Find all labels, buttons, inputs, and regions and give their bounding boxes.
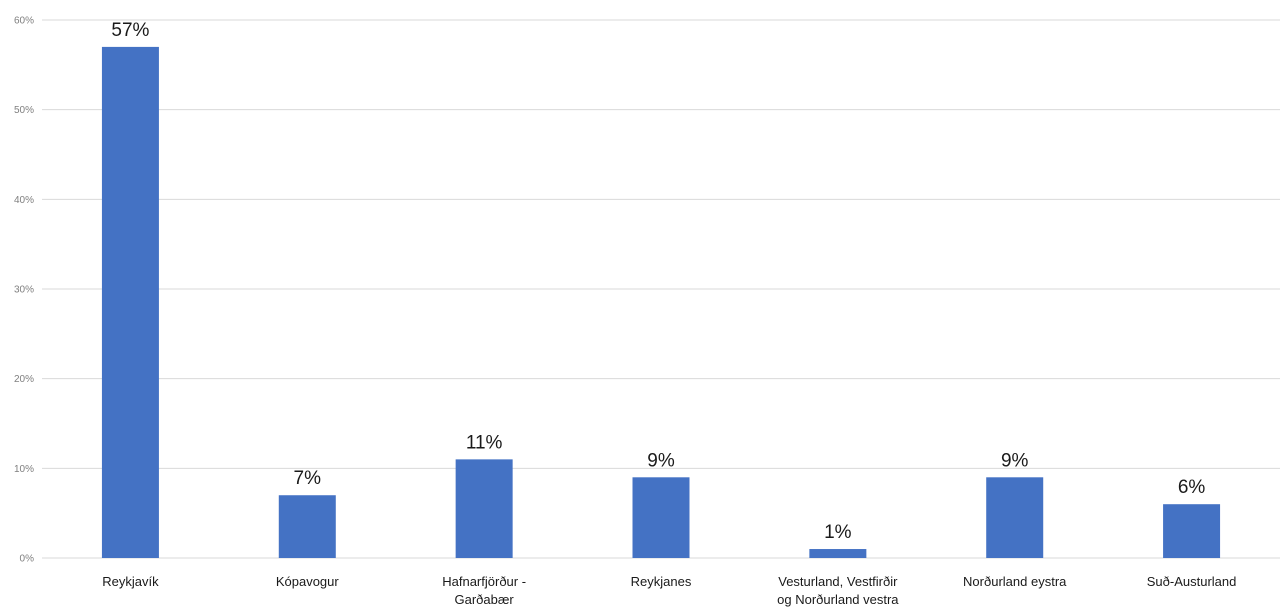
y-tick-label: 0% [20, 554, 35, 565]
bar [278, 495, 336, 558]
data-labels: 57% 7% 11% 9% 1% 9% 6% [111, 20, 1205, 543]
data-label: 57% [111, 20, 149, 41]
bar [809, 549, 867, 558]
bar [632, 477, 690, 558]
x-tick-label: Reykjavík [102, 574, 159, 589]
bar [1163, 504, 1221, 558]
x-tick-label: Hafnarfjörður -Garðabær [442, 574, 526, 607]
data-label: 9% [1001, 450, 1029, 471]
gridlines [42, 19, 1280, 559]
data-label: 7% [294, 468, 322, 489]
x-tick-label: Vesturland, Vestfirðir og Norðurland vest… [777, 574, 899, 607]
x-tick-label: Reykjanes [631, 574, 692, 589]
y-tick-label: 60% [14, 16, 34, 27]
data-label: 6% [1178, 477, 1206, 498]
bars [101, 46, 1221, 559]
y-axis-ticks: 0% 10% 20% 30% 40% 50% 60% [14, 16, 34, 565]
y-tick-label: 20% [14, 374, 34, 385]
data-label: 11% [466, 432, 503, 453]
bar [455, 459, 513, 558]
x-axis-ticks: Reykjavík Kópavogur Hafnarfjörður -Garðabæ… [102, 574, 1236, 607]
x-tick-label: Norðurland eystra [963, 574, 1067, 589]
data-label: 1% [824, 522, 852, 543]
bar [986, 477, 1044, 558]
y-tick-label: 30% [14, 285, 34, 296]
x-tick-label: Suð-Austurland [1147, 574, 1237, 589]
y-tick-label: 50% [14, 105, 34, 116]
y-tick-label: 10% [14, 464, 34, 475]
y-tick-label: 40% [14, 195, 34, 206]
x-tick-label: Kópavogur [276, 574, 340, 589]
data-label: 9% [647, 450, 675, 471]
bar [101, 46, 159, 559]
